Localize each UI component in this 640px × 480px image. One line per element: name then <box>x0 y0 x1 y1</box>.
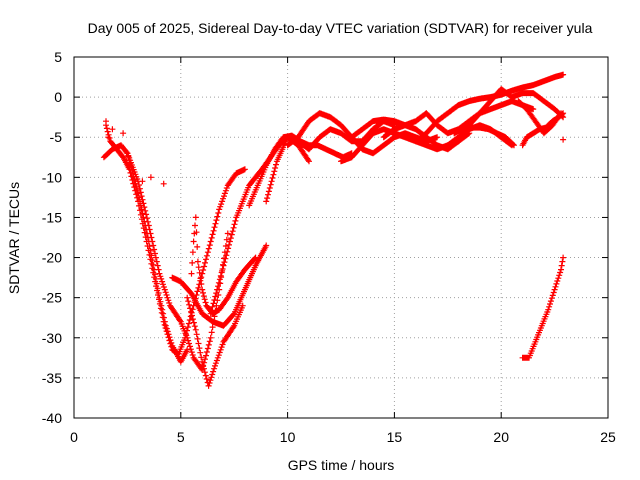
y-tick-label: -20 <box>42 250 62 266</box>
data-points <box>100 71 567 389</box>
y-tick-label: -15 <box>42 209 62 225</box>
data-marker-path <box>444 86 567 149</box>
data-marker-path <box>519 110 567 149</box>
x-tick-label: 10 <box>280 429 296 445</box>
chart-title: Day 005 of 2025, Sidereal Day-to-day VTE… <box>88 20 593 36</box>
data-marker-path <box>100 142 191 365</box>
series-track-4 <box>169 242 270 329</box>
series-outliers <box>103 118 567 187</box>
y-tick-label: 5 <box>54 49 62 65</box>
y-tick-label: -25 <box>42 290 62 306</box>
x-tick-label: 25 <box>600 429 616 445</box>
series-track-3 <box>124 150 231 373</box>
plot-frame <box>73 56 609 419</box>
x-tick-label: 15 <box>387 429 403 445</box>
y-tick-label: -10 <box>42 169 62 185</box>
x-axis-label: GPS time / hours <box>288 457 395 473</box>
series-track-5 <box>184 294 246 389</box>
data-marker-path <box>207 134 312 317</box>
y-tick-label: 0 <box>54 89 62 105</box>
x-tick-label: 0 <box>70 429 78 445</box>
data-marker-path <box>184 294 246 389</box>
series-track-16 <box>451 124 517 149</box>
series-track-19 <box>519 254 567 361</box>
y-tick-label: -35 <box>42 370 62 386</box>
axes: 0 5 10 15 20 25 -40 -35 -30 -25 -20 -15 -10 -5 0 5 <box>42 49 616 445</box>
series-track-18 <box>519 110 567 149</box>
series-track-7 <box>207 134 312 317</box>
series-track-1 <box>100 142 191 365</box>
x-tick-label: 20 <box>493 429 509 445</box>
x-tick-label: 5 <box>177 429 185 445</box>
series-track-15 <box>444 86 567 149</box>
grid-lines <box>74 57 608 418</box>
y-axis-label: SDTVAR / TECUs <box>6 182 22 294</box>
data-marker-path <box>124 150 231 373</box>
data-marker-path <box>103 122 248 357</box>
y-tick-label: -40 <box>42 410 62 426</box>
y-tick-label: -30 <box>42 330 62 346</box>
data-marker-path <box>451 124 517 149</box>
data-marker-path <box>169 242 270 329</box>
data-marker-path <box>103 118 567 187</box>
y-tick-label: -5 <box>50 129 63 145</box>
data-marker-path <box>519 254 567 361</box>
series-track-2 <box>103 122 248 357</box>
